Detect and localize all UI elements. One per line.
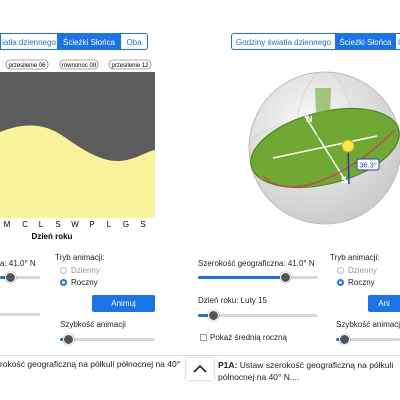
latitude-label: Szerokość geograficzna: 41.0° N (198, 259, 315, 268)
slider-track (0, 313, 40, 316)
slider-fill (198, 276, 285, 279)
slider-knob[interactable] (280, 272, 291, 283)
marker-pill (108, 59, 152, 70)
angle-label: 36.3° (359, 161, 377, 170)
marker-pill (59, 59, 99, 70)
tab[interactable]: Ścieżki Słońca (335, 33, 396, 50)
animate-button[interactable]: Ani (368, 295, 400, 312)
slider-track (60, 338, 155, 341)
speed-label: Szybkość animacji (60, 320, 126, 329)
task-label: P1A: (218, 360, 238, 370)
radio-label: Roczny (71, 278, 98, 287)
tab[interactable]: Ścieżki Słońca (57, 33, 121, 50)
mode-label: Tryb animacji: (55, 253, 105, 262)
radio[interactable] (60, 267, 67, 274)
divider (0, 355, 400, 356)
footer-text: rokość geograficzną na półkuli północnej… (0, 359, 181, 369)
tab[interactable]: iatła dziennego (0, 33, 58, 50)
slider-track (336, 338, 400, 341)
slider-knob[interactable] (208, 310, 219, 321)
radio[interactable] (337, 267, 344, 274)
tab[interactable]: Godziny światła dziennego (231, 33, 336, 50)
marker-label: przesilenie 12 (111, 63, 149, 69)
marker-label: równonoc 09 (62, 63, 97, 69)
radio-label: Roczny (348, 278, 375, 287)
collapse-button[interactable] (186, 358, 214, 380)
sun (341, 139, 355, 153)
sun-path (262, 129, 396, 188)
month-label: C (22, 220, 28, 229)
marker-label: przesilenie 06 (8, 63, 46, 69)
month-label: M (4, 220, 11, 229)
angle-box (356, 158, 380, 171)
checkbox[interactable] (200, 334, 207, 341)
slider-knob[interactable] (339, 334, 350, 345)
month-label: L (39, 220, 44, 229)
task-body: Ustaw szerokość geograficzną na półkuli … (218, 360, 394, 382)
month-label: L (107, 220, 112, 229)
tab[interactable]: Oba (120, 33, 148, 50)
mode-label: Tryb animacji: (330, 253, 380, 262)
sun-path-sphere: N S 36.3° (248, 71, 400, 225)
radio-label: Dzienny (71, 266, 100, 275)
month-label: P (89, 220, 94, 229)
task-text: P1A: Ustaw szerokość geograficzną na pół… (218, 359, 398, 383)
animate-button[interactable]: Animuj (92, 295, 155, 312)
marker-pill (5, 59, 49, 70)
tab[interactable]: O (395, 33, 400, 50)
radio[interactable] (337, 279, 344, 286)
checkbox-label: Pokaż średnią roczną (210, 333, 287, 342)
slider-knob[interactable] (5, 272, 16, 283)
day-label: Dzień roku: Luty 15 (198, 296, 267, 305)
month-label: S (55, 220, 60, 229)
month-label: W (71, 220, 79, 229)
direction-label: S (341, 175, 347, 185)
slider-track (198, 314, 318, 317)
direction-label: N (306, 114, 313, 124)
daylight-chart: przesilenie 06 równonoc 09 przesilenie 1… (0, 59, 155, 241)
month-label: S (140, 220, 145, 229)
slider-knob[interactable] (63, 334, 74, 345)
latitude-label: a: 41.0° N (0, 259, 36, 268)
day-area (0, 125, 155, 218)
x-axis-label: Dzień roku (32, 232, 73, 241)
radio-label: Dzienny (348, 266, 377, 275)
speed-label: Szybkość animacji (336, 320, 400, 329)
month-label: G (123, 220, 129, 229)
slider-track (0, 276, 40, 279)
slider-fill (198, 314, 213, 317)
radio[interactable] (60, 279, 67, 286)
chevron-icon (193, 364, 207, 373)
